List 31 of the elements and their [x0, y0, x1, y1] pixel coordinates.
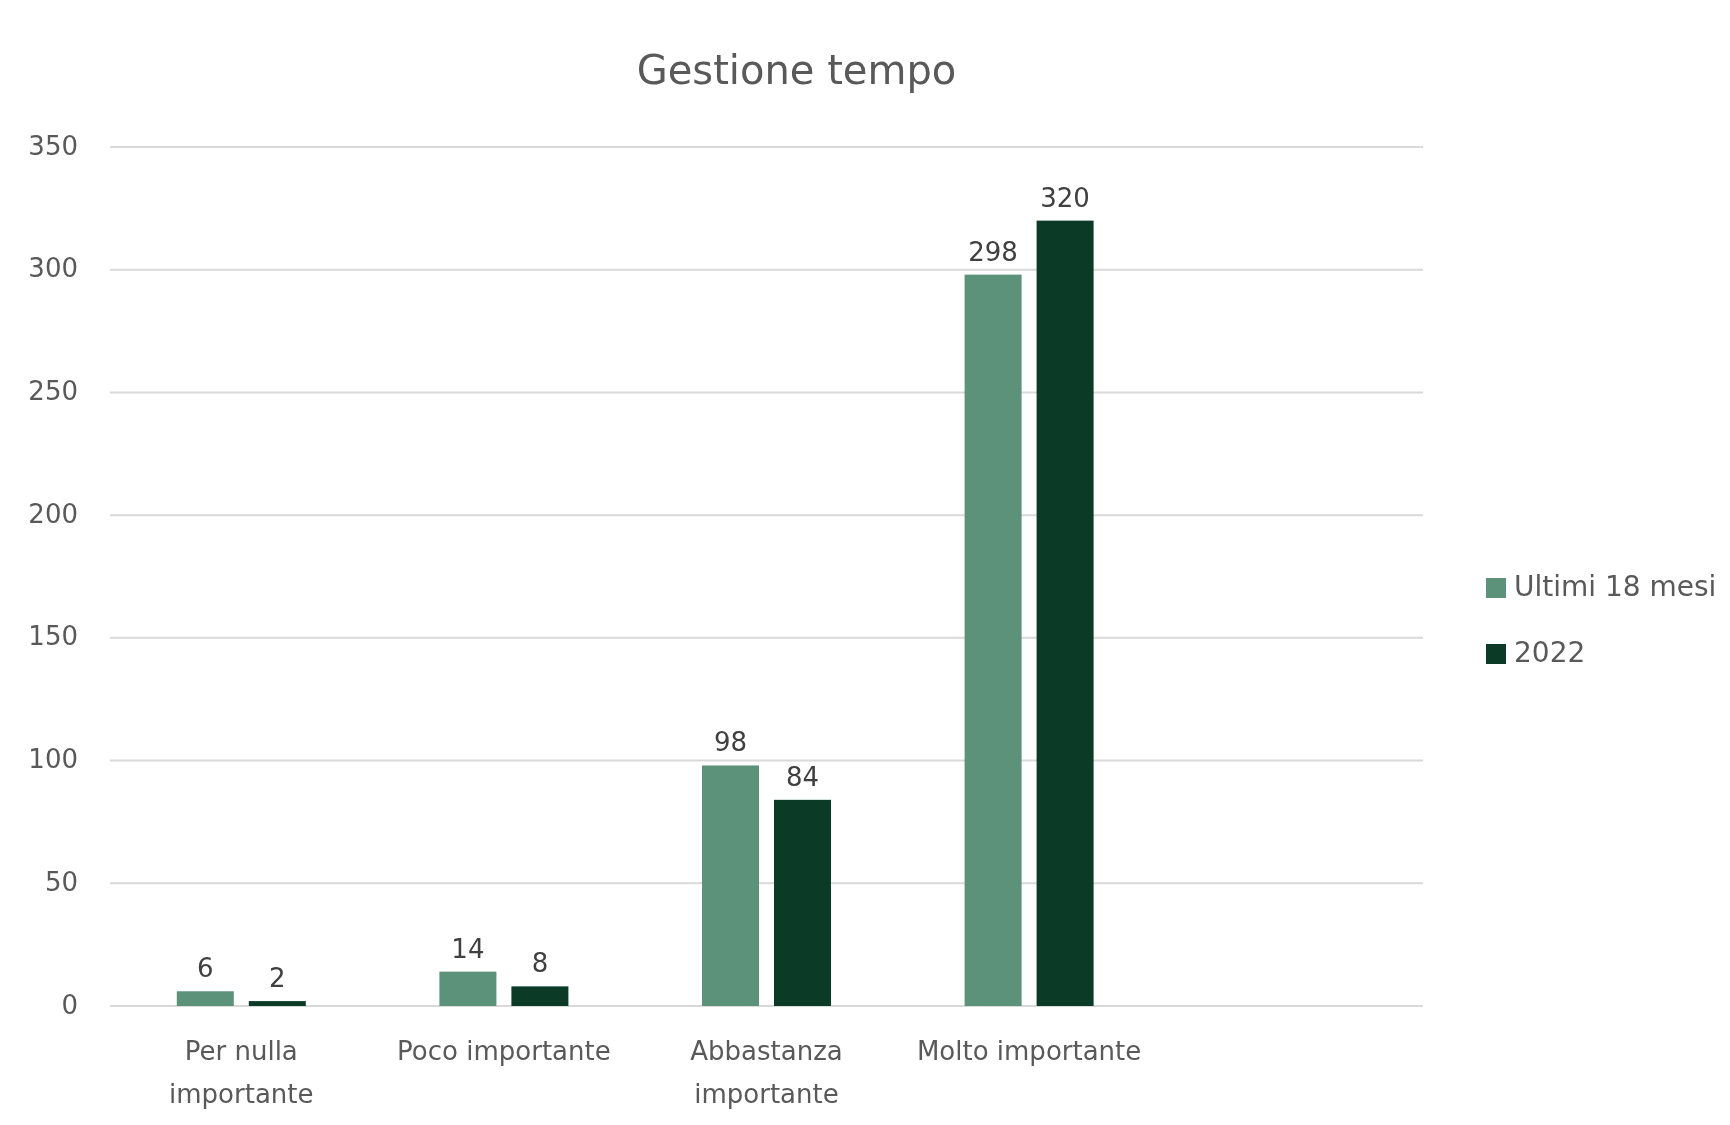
data-label: 6 — [197, 953, 214, 984]
y-tick-label: 350 — [28, 130, 78, 161]
legend-label: Ultimi 18 mesi — [1514, 570, 1717, 603]
data-label: 2 — [269, 963, 286, 994]
y-tick-label: 150 — [28, 621, 78, 652]
bar — [248, 1001, 306, 1006]
bar — [702, 765, 759, 1006]
data-label: 84 — [785, 761, 820, 792]
y-tick-label: 100 — [28, 744, 78, 775]
y-tick-label: 250 — [28, 375, 78, 406]
x-tick-label: Abbastanza importante — [690, 1036, 843, 1109]
y-tick-label: 300 — [28, 253, 78, 284]
legend-label: 2022 — [1514, 636, 1586, 669]
x-tick-label: Poco importante — [397, 1036, 611, 1066]
bar — [1036, 220, 1094, 1006]
chart-title: Gestione tempo — [636, 47, 957, 93]
y-tick-label: 50 — [44, 866, 78, 897]
data-label: 320 — [1040, 182, 1090, 213]
x-tick-label: Per nulla importante — [169, 1036, 314, 1109]
y-tick-label: 0 — [61, 989, 78, 1020]
data-label: 98 — [713, 727, 748, 758]
data-label: 298 — [968, 236, 1018, 267]
bar — [439, 971, 497, 1006]
bar — [511, 986, 569, 1006]
x-tick-label: Molto importante — [916, 1036, 1142, 1066]
data-label: 14 — [451, 933, 485, 964]
bar — [774, 799, 831, 1006]
data-label: 8 — [531, 948, 549, 979]
bar — [176, 991, 234, 1006]
bar — [964, 274, 1022, 1006]
y-tick-label: 200 — [28, 498, 78, 529]
